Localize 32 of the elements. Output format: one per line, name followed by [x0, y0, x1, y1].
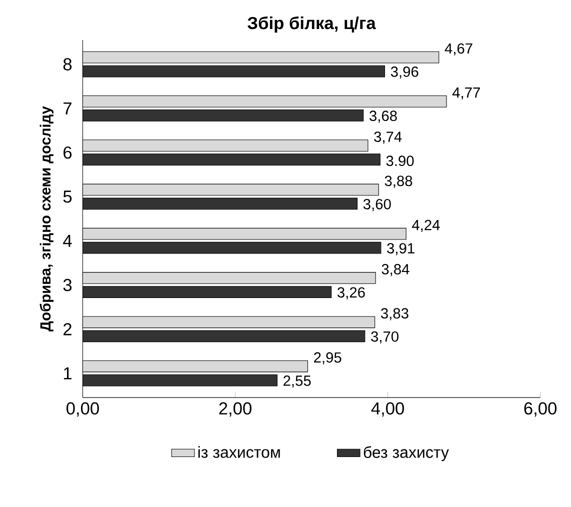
- data-label: 3,70: [371, 331, 398, 344]
- legend-label: із захистом: [198, 446, 280, 458]
- y-tick-label: 3: [63, 278, 72, 292]
- x-tick-label: 4,00: [371, 402, 404, 417]
- chart-title: Збір білка, ц/га: [248, 16, 376, 33]
- y-tick-label: 2: [64, 323, 72, 336]
- data-label: 2,95: [314, 352, 342, 364]
- data-label: 3,74: [374, 132, 402, 144]
- y-tick-label: 4: [63, 234, 72, 247]
- x-tick-label: 0,00: [66, 402, 99, 417]
- legend-label: без захисту: [364, 446, 449, 462]
- data-label: 3,96: [390, 66, 418, 79]
- data-label: 3,60: [363, 198, 391, 212]
- data-label: 4,67: [444, 43, 472, 56]
- y-tick-label: 7: [64, 102, 72, 114]
- data-label: 3.90: [386, 156, 414, 166]
- data-label: 3,84: [382, 264, 410, 276]
- x-tick-label: 2,00: [219, 402, 252, 417]
- data-label: 3,26: [338, 287, 365, 300]
- data-label: 4,77: [452, 88, 480, 100]
- data-label: 3,91: [387, 243, 414, 256]
- data-label: 3,83: [380, 308, 408, 320]
- x-tick-label: 6,00: [524, 402, 557, 417]
- y-tick-label: 5: [63, 190, 72, 203]
- y-axis-title: Добрива, згідно схеми досліду: [40, 106, 54, 332]
- y-tick-label: 1: [64, 367, 72, 380]
- data-label: 3,68: [370, 110, 397, 123]
- data-label: 4,24: [412, 220, 440, 232]
- data-label: 2,55: [284, 376, 311, 388]
- data-label: 3,88: [384, 176, 412, 188]
- y-tick-label: 6: [64, 146, 72, 159]
- y-tick-label: 8: [63, 58, 72, 70]
